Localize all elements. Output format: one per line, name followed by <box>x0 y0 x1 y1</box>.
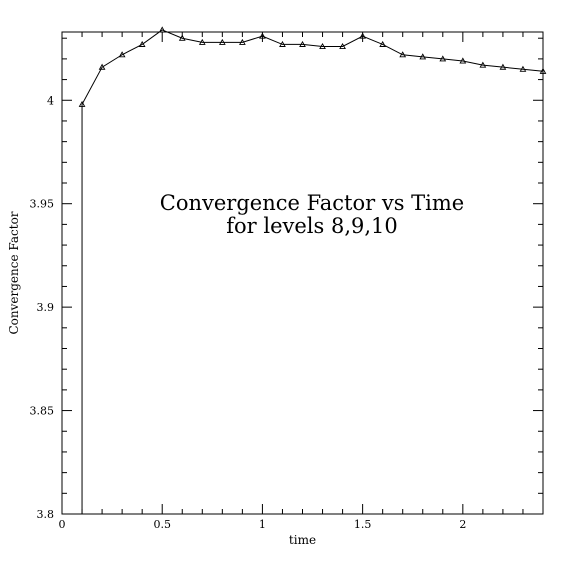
data-point-marker <box>178 34 186 41</box>
x-tick-label: 2 <box>459 518 466 531</box>
data-point-marker <box>339 42 346 50</box>
data-point-marker <box>299 40 306 47</box>
data-point-marker <box>499 63 507 70</box>
x-tick-label: 0.5 <box>153 518 171 531</box>
data-point-marker <box>158 26 166 33</box>
data-point-marker <box>319 42 326 50</box>
y-axis-label: Convergence Factor <box>7 211 21 334</box>
y-tick-label: 3.8 <box>37 508 55 521</box>
data-point-marker <box>218 38 226 45</box>
data-point-marker <box>479 61 487 68</box>
data-point-marker <box>198 38 206 45</box>
x-tick-label: 0 <box>59 518 66 531</box>
data-point-marker <box>519 65 527 72</box>
x-tick-label: 1 <box>259 518 266 531</box>
data-point-marker <box>419 53 427 60</box>
data-point-marker <box>118 51 126 58</box>
x-tick-label: 1.5 <box>354 518 372 531</box>
data-point-marker <box>439 55 447 62</box>
data-point-marker <box>359 32 366 39</box>
y-tick-label: 3.9 <box>37 301 55 314</box>
plot-layer: 0 0.5 1 1.5 2 3.8 3.85 3.9 3.95 4 time Convergence … <box>7 26 547 547</box>
data-point-marker <box>379 40 387 47</box>
chart-title-line: for levels 8,9,10 <box>226 214 398 238</box>
data-point-marker <box>98 63 106 70</box>
data-point-marker <box>279 40 286 47</box>
y-tick-label: 3.85 <box>30 405 55 418</box>
data-point-marker <box>239 38 246 45</box>
series-line <box>81 29 544 514</box>
y-tick-label: 3.95 <box>30 198 55 211</box>
data-point-marker <box>78 100 86 107</box>
data-point-marker <box>259 32 266 39</box>
x-axis-label: time <box>289 533 316 547</box>
data-point-marker <box>459 57 467 64</box>
data-point-marker <box>539 67 547 74</box>
y-tick-label: 4 <box>47 94 54 107</box>
plot-frame <box>61 31 544 515</box>
data-point-marker <box>138 40 146 47</box>
data-point-marker <box>399 51 407 58</box>
chart-title-line: Convergence Factor vs Time <box>160 191 464 215</box>
